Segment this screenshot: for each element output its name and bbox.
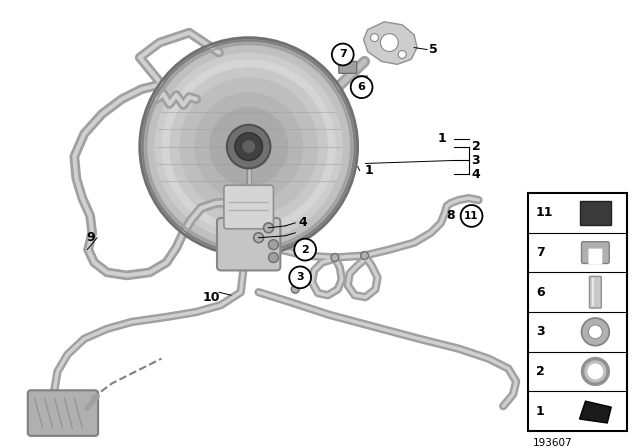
Circle shape: [588, 363, 604, 379]
FancyBboxPatch shape: [224, 185, 273, 229]
Circle shape: [179, 77, 318, 216]
Text: 2: 2: [536, 365, 545, 378]
Circle shape: [227, 125, 271, 168]
FancyBboxPatch shape: [217, 218, 280, 271]
Circle shape: [331, 254, 339, 262]
Circle shape: [209, 107, 288, 186]
FancyBboxPatch shape: [339, 61, 356, 73]
Polygon shape: [364, 22, 417, 65]
Text: 5: 5: [429, 43, 438, 56]
Circle shape: [582, 318, 609, 346]
Text: 1: 1: [536, 405, 545, 418]
Text: 9: 9: [86, 231, 95, 244]
Text: 11: 11: [536, 207, 554, 220]
Circle shape: [140, 38, 358, 255]
Text: 6: 6: [536, 286, 545, 299]
Polygon shape: [580, 401, 611, 423]
Circle shape: [148, 46, 349, 248]
Polygon shape: [528, 193, 627, 431]
FancyBboxPatch shape: [589, 276, 602, 308]
Circle shape: [360, 252, 369, 259]
Text: 10: 10: [202, 291, 220, 304]
Circle shape: [332, 43, 354, 65]
FancyBboxPatch shape: [580, 201, 611, 225]
Circle shape: [291, 271, 299, 280]
Circle shape: [264, 223, 273, 233]
Circle shape: [143, 41, 355, 253]
Text: 4: 4: [472, 168, 480, 181]
Text: 193607: 193607: [533, 438, 573, 448]
Circle shape: [194, 92, 303, 201]
FancyBboxPatch shape: [28, 390, 98, 436]
Text: 7: 7: [536, 246, 545, 259]
Text: 11: 11: [464, 211, 479, 221]
Text: 6: 6: [358, 82, 365, 92]
Text: 7: 7: [339, 49, 347, 60]
Circle shape: [588, 325, 602, 339]
Circle shape: [226, 197, 236, 207]
Text: 2: 2: [301, 245, 309, 254]
Circle shape: [582, 358, 608, 384]
Circle shape: [253, 233, 264, 243]
Text: 8: 8: [447, 210, 455, 223]
Circle shape: [461, 205, 483, 227]
Text: 1: 1: [365, 164, 373, 177]
Circle shape: [294, 239, 316, 261]
Circle shape: [351, 76, 372, 98]
Text: 3: 3: [296, 272, 304, 282]
Circle shape: [155, 52, 343, 241]
Circle shape: [371, 34, 378, 42]
Text: 2: 2: [472, 140, 480, 153]
Text: 4: 4: [298, 216, 307, 229]
Circle shape: [269, 253, 278, 263]
Circle shape: [242, 140, 255, 154]
FancyBboxPatch shape: [582, 242, 609, 263]
FancyBboxPatch shape: [588, 249, 602, 264]
Circle shape: [380, 34, 398, 52]
Circle shape: [161, 60, 336, 234]
Ellipse shape: [355, 76, 369, 86]
Text: 3: 3: [536, 325, 545, 338]
Circle shape: [289, 267, 311, 288]
Circle shape: [291, 285, 299, 293]
Text: 3: 3: [472, 154, 480, 167]
Circle shape: [269, 240, 278, 250]
Circle shape: [235, 133, 262, 160]
Circle shape: [398, 51, 406, 58]
Text: 1: 1: [438, 132, 446, 145]
Circle shape: [170, 67, 328, 226]
